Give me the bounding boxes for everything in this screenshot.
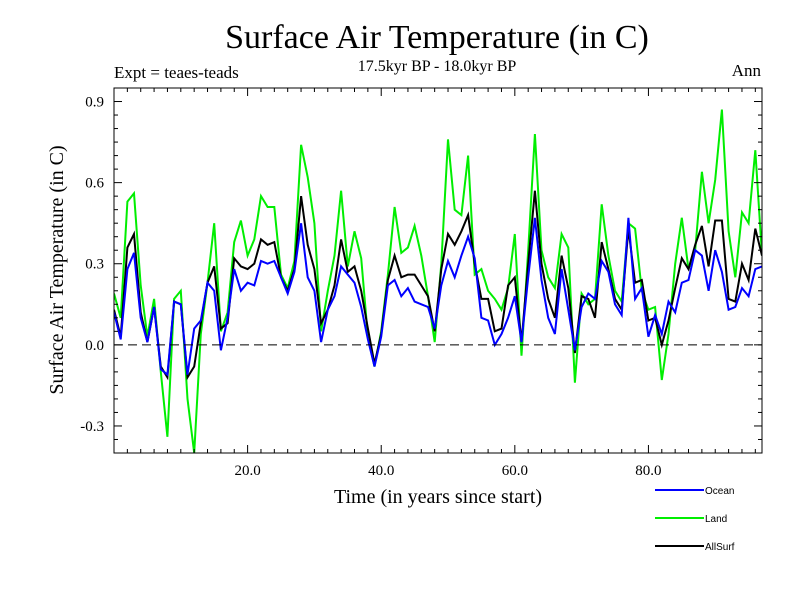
series-layer — [114, 109, 762, 453]
y-tick-label: 0.6 — [85, 176, 104, 192]
y-tick-label: 0.0 — [85, 338, 104, 354]
legend-label-ocean: Ocean — [705, 486, 734, 497]
legend: Ocean Land AllSurf — [655, 486, 735, 553]
series-line-land — [114, 109, 762, 453]
legend-label-allsurf: AllSurf — [705, 542, 735, 553]
x-axis-label: Time (in years since start) — [334, 486, 542, 508]
x-tick-label: 80.0 — [635, 463, 661, 479]
chart-subtitle: 17.5kyr BP - 18.0kyr BP — [358, 58, 517, 75]
chart-title: Surface Air Temperature (in C) — [225, 19, 649, 56]
experiment-label: Expt = teaes-teads — [114, 63, 239, 82]
series-line-ocean — [114, 217, 762, 377]
legend-label-land: Land — [705, 514, 727, 525]
y-tick-label: 0.9 — [85, 95, 104, 111]
x-tick-label: 40.0 — [368, 463, 394, 479]
tick-layer: 20.0 40.0 60.0 80.0 -0.3 0.0 0.3 0.6 0.9 — [80, 88, 762, 479]
x-tick-label: 20.0 — [234, 463, 260, 479]
plot-frame — [113, 87, 763, 454]
y-tick-label: 0.3 — [85, 257, 104, 273]
y-tick-label: -0.3 — [80, 419, 104, 435]
y-axis-label: Surface Air Temperature (in C) — [46, 145, 68, 394]
series-line-allsurf — [114, 190, 762, 381]
season-label: Ann — [732, 61, 762, 80]
x-tick-label: 60.0 — [502, 463, 528, 479]
